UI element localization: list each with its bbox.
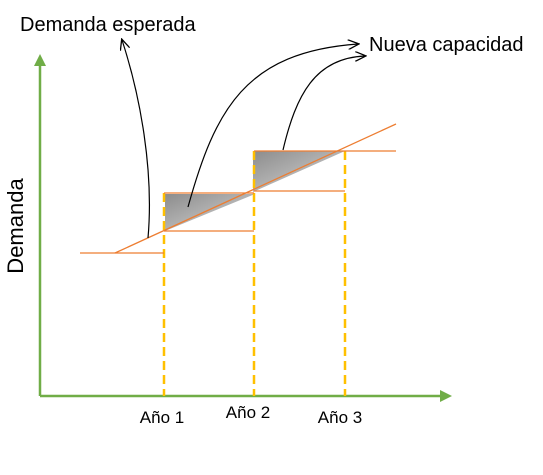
x-axis-arrowhead xyxy=(440,390,452,402)
year-3-label: Año 3 xyxy=(318,408,362,427)
expected-demand-label: Demanda esperada xyxy=(20,14,197,36)
year-2-label: Año 2 xyxy=(226,403,270,422)
expected-demand-arrow xyxy=(122,40,150,239)
year-1-label: Año 1 xyxy=(140,408,184,427)
shortfall-area-2 xyxy=(253,151,345,192)
expected-demand-line xyxy=(114,123,397,254)
shortfall-area-1 xyxy=(165,194,255,231)
y-axis-arrowhead xyxy=(34,54,46,66)
new-capacity-arrow-2 xyxy=(282,56,365,151)
new-capacity-arrow-1 xyxy=(187,44,358,208)
new-capacity-label: Nueva capacidad xyxy=(369,34,524,56)
y-axis-label: Demanda xyxy=(3,178,28,274)
